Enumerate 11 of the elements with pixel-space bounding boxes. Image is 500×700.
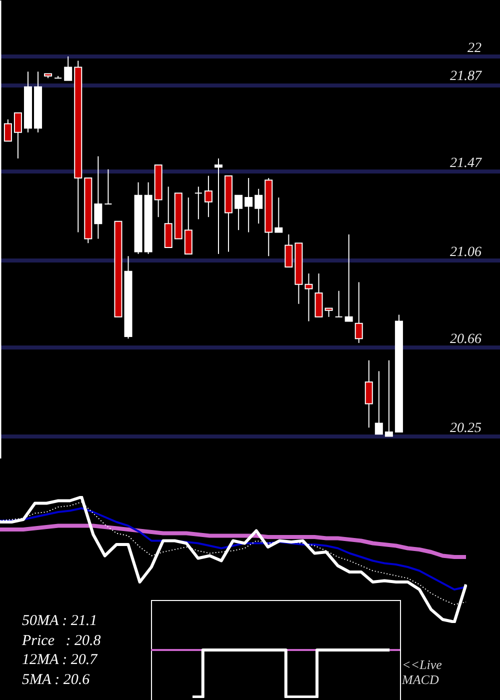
text: 12MA : 20.7 — [22, 651, 98, 670]
text: Price : 20.8 — [22, 632, 101, 651]
y-tick-label: 20.66 — [450, 332, 482, 347]
y-tick-label: 21.06 — [450, 244, 482, 260]
annotation: 50MA : 21.1 — [22, 612, 98, 631]
y-tick-label: 20.25 — [450, 420, 482, 436]
y-tick-label: 22 — [468, 40, 482, 56]
annotation: <<Live MACD — [402, 657, 442, 687]
y-tick-label: 21.87 — [450, 69, 482, 84]
text: 5MA : 20.6 — [22, 671, 90, 690]
y-tick-label: 21.47 — [450, 156, 482, 171]
